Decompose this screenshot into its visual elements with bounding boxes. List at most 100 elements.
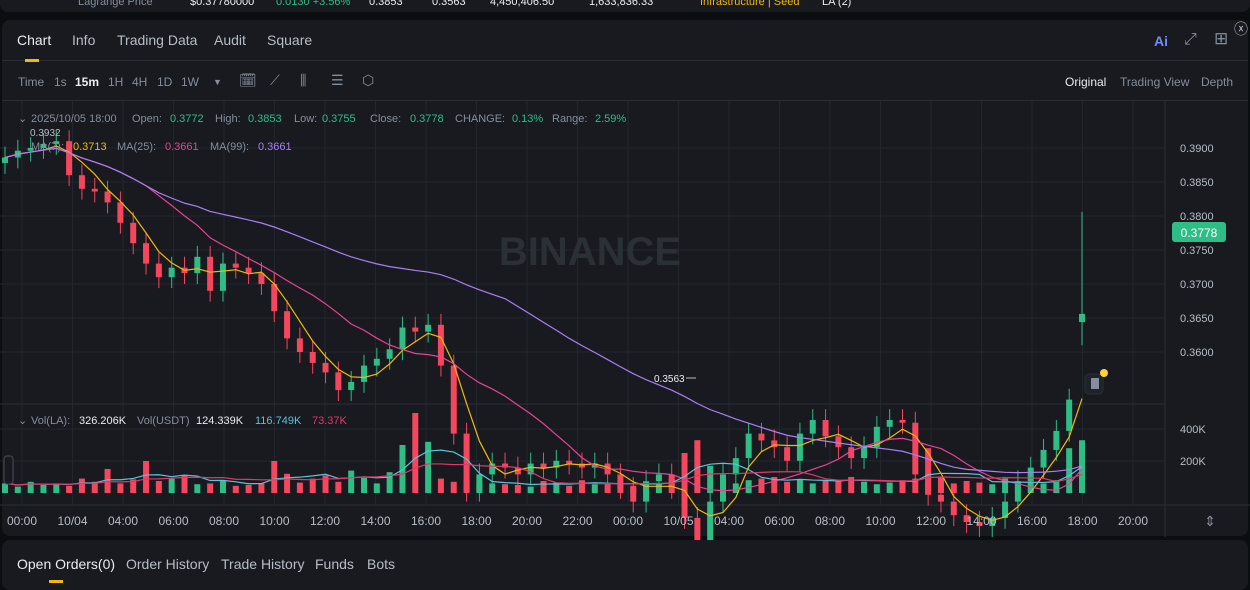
candle xyxy=(104,191,111,203)
ticker-low: 0.3563 xyxy=(432,0,466,8)
view-trading-view[interactable]: Trading View xyxy=(1120,75,1190,89)
tab-bots[interactable]: Bots xyxy=(367,556,396,572)
candle xyxy=(117,202,124,223)
volume-bar xyxy=(130,479,137,493)
view-original[interactable]: Original xyxy=(1065,75,1107,89)
legend-low: 0.3755 xyxy=(322,113,356,125)
tab-chart[interactable]: Chart xyxy=(17,32,52,62)
volume-bar xyxy=(104,469,111,493)
candle xyxy=(322,362,329,373)
volume-bar xyxy=(989,484,996,493)
tab-info[interactable]: Info xyxy=(72,32,96,48)
tab-square[interactable]: Square xyxy=(267,32,313,48)
legend-ma99: 0.3661 xyxy=(258,141,292,153)
time-tick: 20:00 xyxy=(1118,514,1148,528)
indicator-icon[interactable]: ⟋ xyxy=(270,72,280,88)
legend-ma7: 0.3713 xyxy=(73,141,107,153)
current-price-label: 0.3778 xyxy=(1181,226,1218,240)
candle xyxy=(720,474,726,502)
time-tick: 18:00 xyxy=(1067,514,1097,528)
volume-bar xyxy=(40,485,47,493)
tab-open-orders[interactable]: Open Orders(0) xyxy=(17,556,116,583)
volume-bar xyxy=(1053,480,1060,493)
interval-1d[interactable]: 1D xyxy=(157,75,173,89)
time-tick: 08:00 xyxy=(209,514,239,528)
interval-1h[interactable]: 1H xyxy=(108,75,124,89)
chart-toolbar: Time 1s 15m 1H 4H 1D 1W ▼ 🗓 ⟋ ⫼ ☰ ⬡ Orig… xyxy=(2,61,1248,101)
candle xyxy=(694,517,701,540)
tab-order-history[interactable]: Order History xyxy=(126,556,210,572)
tab-trading-data[interactable]: Trading Data xyxy=(117,32,198,48)
time-tick: 10/04 xyxy=(57,514,87,528)
svg-text:⌄: ⌄ xyxy=(18,415,27,427)
candlestick-chart[interactable]: BINANCE 0.39000.38500.38000.37500.37000.… xyxy=(0,0,1250,540)
tab-trade-history[interactable]: Trade History xyxy=(221,556,305,572)
candle xyxy=(578,463,585,468)
ohlc-legend: ⌄ 2025/10/05 18:00 Open: 0.3772 High: 0.… xyxy=(18,113,626,153)
time-tick: 16:00 xyxy=(1017,514,1047,528)
time-tick: 14:00 xyxy=(360,514,390,528)
ai-icon[interactable]: Ai xyxy=(1154,33,1168,49)
candle xyxy=(1040,449,1047,468)
gear-icon[interactable]: ⬡ xyxy=(362,72,375,88)
volume-bar xyxy=(1040,483,1047,493)
settings-list-icon[interactable]: ☰ xyxy=(331,72,344,88)
fit-height-icon[interactable]: ⇕ xyxy=(1204,513,1216,529)
interval-dropdown-icon[interactable]: ▼ xyxy=(213,77,222,87)
tab-audit[interactable]: Audit xyxy=(214,32,246,48)
candle-type-icon[interactable]: ⫼ xyxy=(300,72,307,88)
interval-time[interactable]: Time xyxy=(18,75,45,89)
time-tick: 06:00 xyxy=(158,514,188,528)
candle xyxy=(284,311,291,339)
volume-axis: 400K 200K xyxy=(1180,424,1206,468)
volume-tick: 200K xyxy=(1180,456,1206,468)
legend-collapse-icon: ⌄ xyxy=(18,113,27,125)
time-tick: 22:00 xyxy=(562,514,592,528)
candle xyxy=(668,474,675,488)
candle xyxy=(194,256,201,274)
candle xyxy=(245,267,252,274)
tab-funds[interactable]: Funds xyxy=(315,556,354,572)
ticker-change: 0.0130 +3.56% xyxy=(276,0,351,8)
candle xyxy=(681,488,688,518)
ma7-line xyxy=(4,145,1083,521)
candle xyxy=(707,501,714,540)
candle xyxy=(78,175,85,189)
candle xyxy=(271,284,278,312)
current-price-tag xyxy=(1172,222,1226,242)
interval-4h[interactable]: 4H xyxy=(132,75,148,89)
legend-date: 2025/10/05 18:00 xyxy=(31,113,117,125)
svg-text:Close:: Close: xyxy=(370,113,401,125)
ticker-name[interactable]: Lagrange Price xyxy=(78,0,153,8)
volume-bar xyxy=(14,486,21,493)
view-depth[interactable]: Depth xyxy=(1201,75,1234,89)
ma25-line xyxy=(4,147,1083,492)
volume-bar xyxy=(489,483,496,493)
layout-icon[interactable]: ⊞ xyxy=(1214,29,1229,48)
interval-1w[interactable]: 1W xyxy=(181,75,199,89)
volume-bar xyxy=(861,481,868,493)
volume-bar xyxy=(155,481,162,493)
volume-bar xyxy=(91,481,98,493)
interval-1s[interactable]: 1s xyxy=(54,75,67,89)
volume-bar xyxy=(553,482,560,493)
interval-15m[interactable]: 15m xyxy=(75,75,100,89)
volume-bar xyxy=(1066,448,1073,493)
expand-sidebar-handle[interactable] xyxy=(3,455,14,485)
expand-icon[interactable]: ⤢ xyxy=(1184,31,1197,48)
candle xyxy=(861,447,868,459)
candle xyxy=(1002,501,1009,518)
calendar-icon[interactable]: 🗓 xyxy=(239,72,257,88)
time-tick: 10:00 xyxy=(259,514,289,528)
close-icon[interactable]: ⓧ xyxy=(1234,21,1248,37)
candle xyxy=(630,488,637,502)
volume-bar xyxy=(348,470,355,493)
ticker-symbol-count[interactable]: LA (2) xyxy=(822,0,852,8)
volume-bar xyxy=(566,485,573,493)
high-marker: 0.3932 xyxy=(30,128,61,139)
ticker-tags[interactable]: Infrastructure | Seed xyxy=(700,0,800,8)
volume-bar xyxy=(732,483,739,493)
candle xyxy=(412,327,419,332)
time-tick: 18:00 xyxy=(461,514,491,528)
candle xyxy=(2,157,8,163)
